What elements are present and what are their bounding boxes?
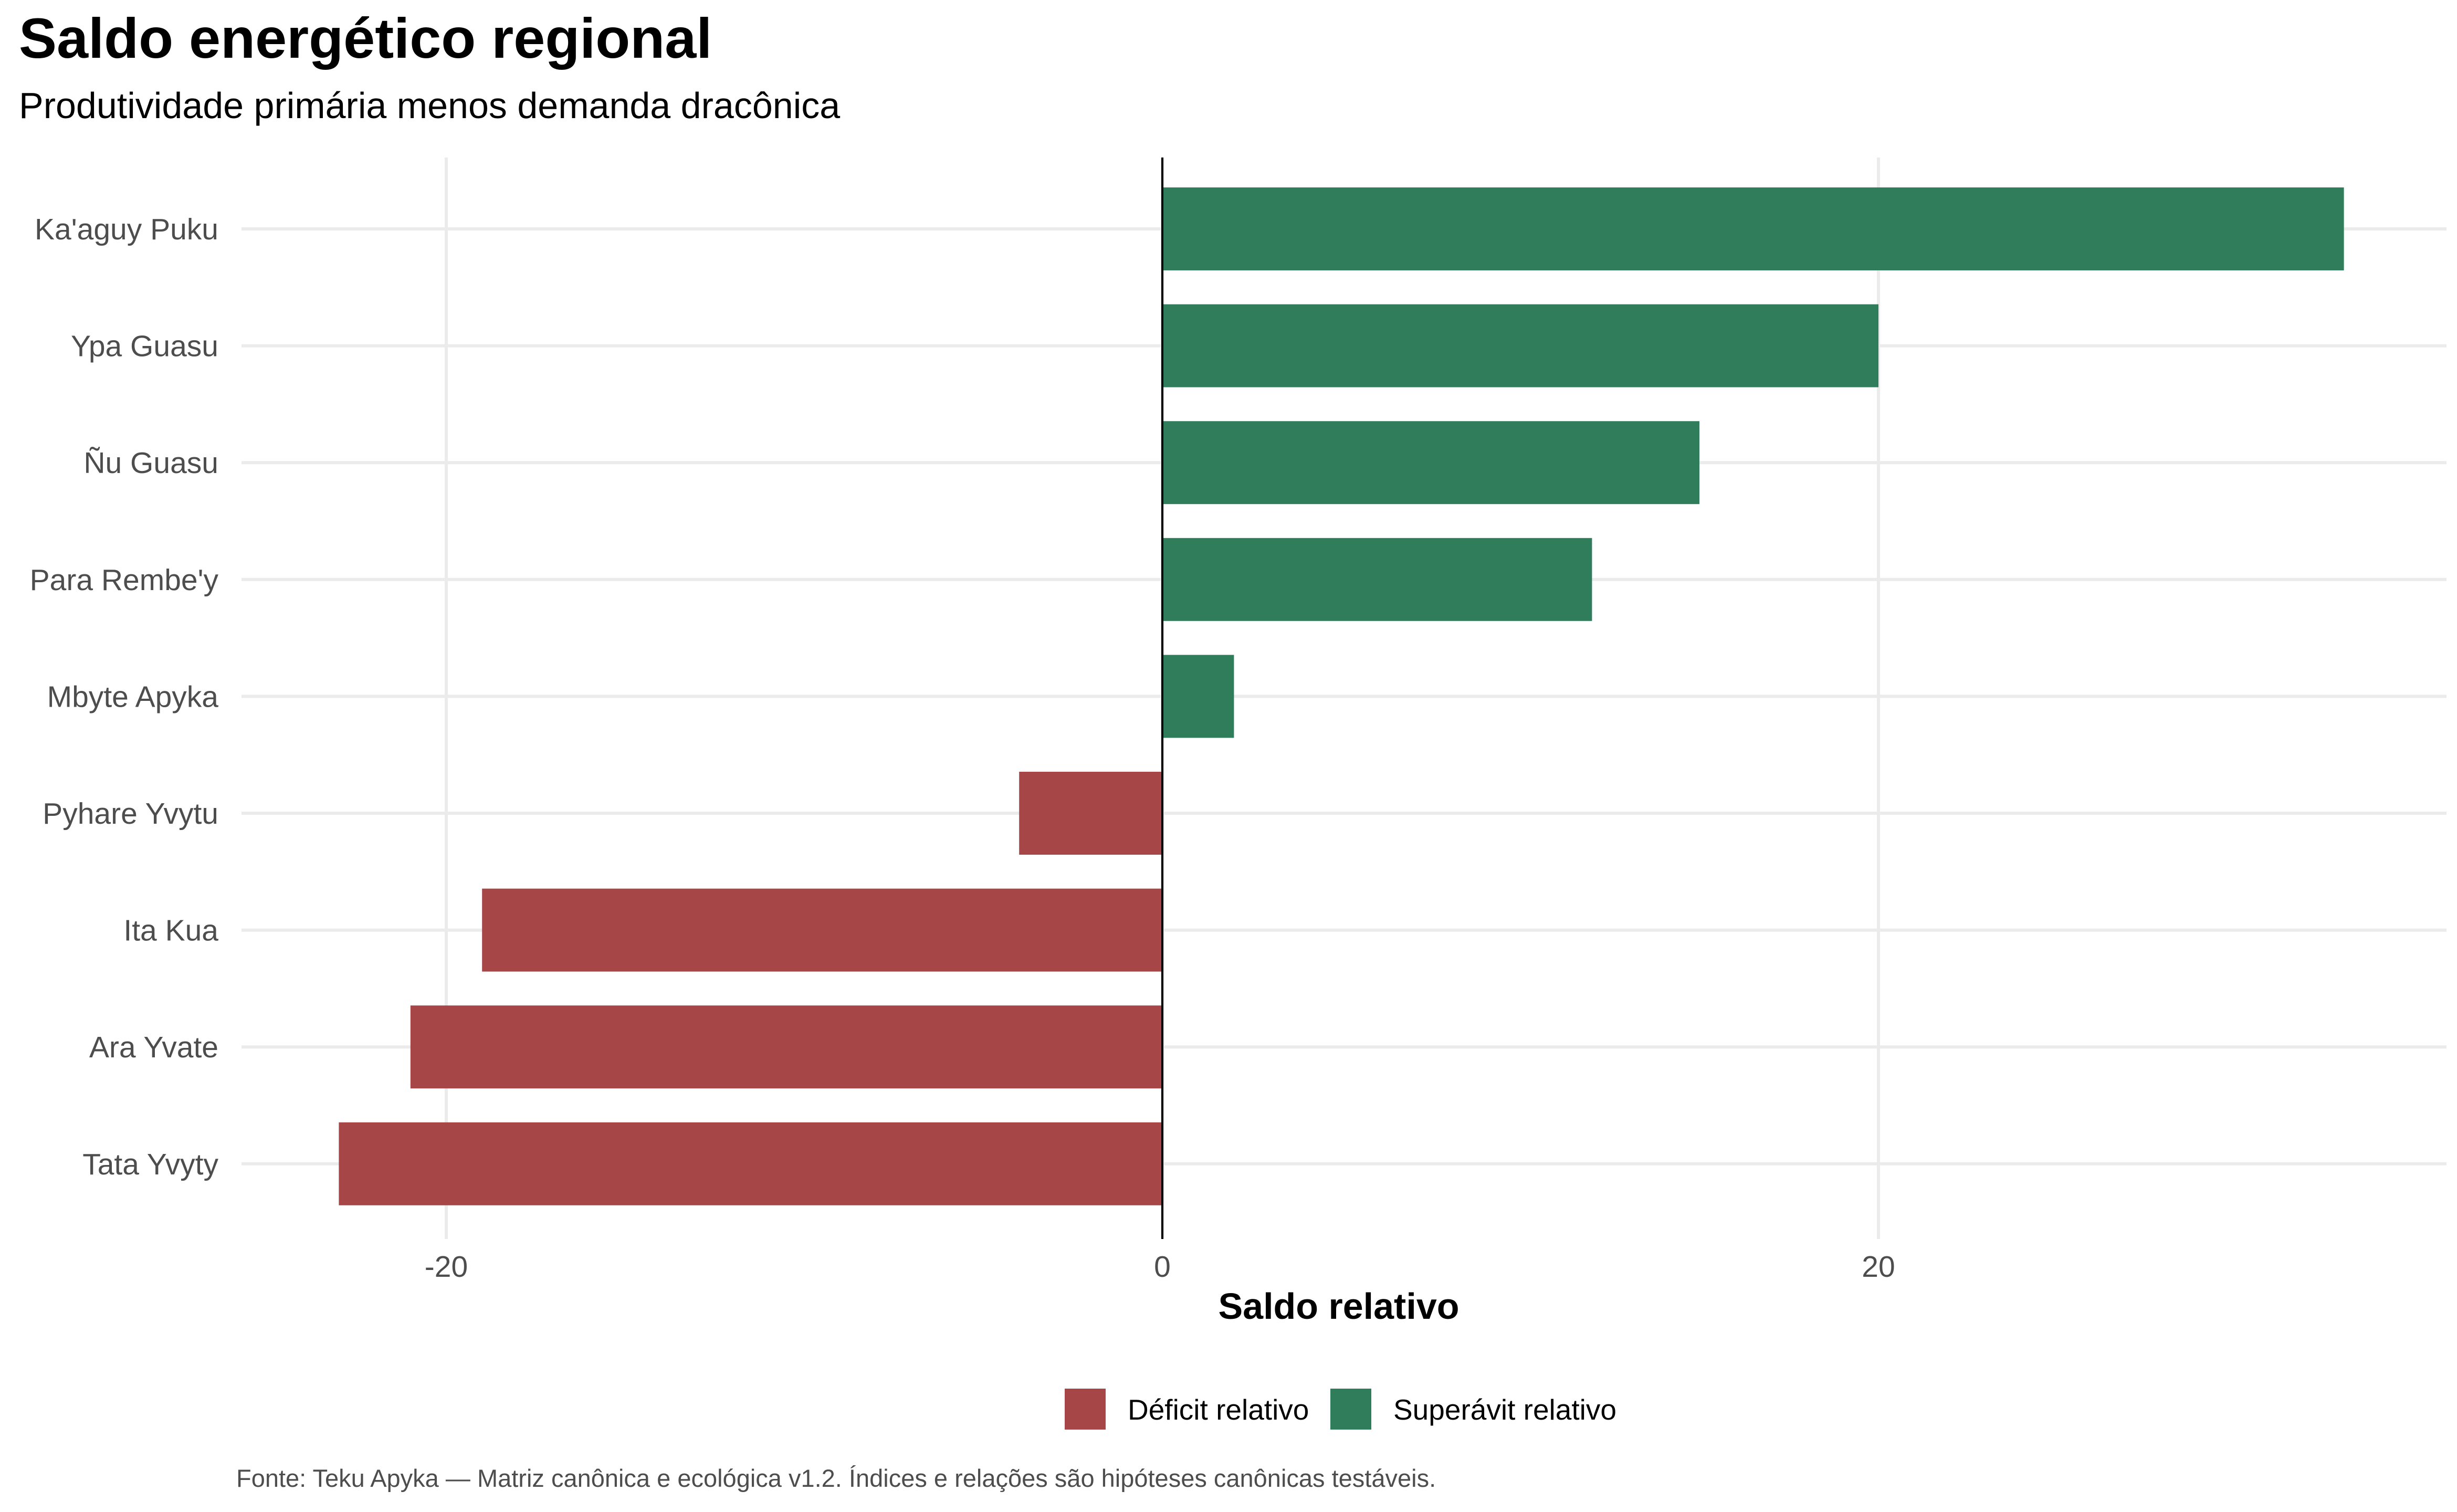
x-tick-label: -20: [425, 1250, 468, 1284]
y-tick-label: Ita Kua: [123, 914, 218, 948]
legend: Déficit relativo Superávit relativo: [1065, 1389, 1616, 1430]
bar: [482, 888, 1163, 972]
x-axis-label: Saldo relativo: [1218, 1286, 1459, 1327]
bar: [1162, 538, 1592, 621]
y-tick-label: Mbyte Apyka: [47, 680, 219, 713]
y-tick-label: Tata Yvyty: [82, 1148, 218, 1181]
bar: [1162, 304, 1878, 387]
bar: [1162, 421, 1699, 505]
bar: [1162, 655, 1234, 738]
legend-key: [1330, 1389, 1371, 1430]
y-tick-label: Para Rembe'y: [30, 563, 219, 597]
bar: [339, 1122, 1162, 1205]
chart-title: Saldo energético regional: [19, 6, 712, 70]
y-tick-labels: Ka'aguy Puku Ypa Guasu Ñu Guasu Para Rembe'…: [30, 213, 219, 1181]
y-tick-label: Ka'aguy Puku: [35, 213, 218, 246]
chart-caption: Fonte: Teku Apyka — Matriz canônica e ec…: [236, 1464, 1436, 1492]
legend-label: Superávit relativo: [1393, 1393, 1616, 1426]
y-tick-label: Ñu Guasu: [83, 446, 218, 480]
y-tick-label: Ypa Guasu: [71, 330, 218, 363]
bar: [410, 1005, 1162, 1089]
bar: [1019, 772, 1162, 855]
bars: [339, 187, 2344, 1205]
x-tick-label: 0: [1154, 1250, 1171, 1284]
bar: [1162, 187, 2344, 270]
y-tick-label: Pyhare Yvytu: [43, 797, 218, 831]
y-tick-label: Ara Yvate: [89, 1031, 218, 1064]
chart-subtitle: Produtividade primária menos demanda dra…: [19, 85, 840, 126]
legend-label: Déficit relativo: [1128, 1393, 1309, 1426]
x-tick-labels: -20 0 20: [425, 1250, 1895, 1284]
legend-key: [1065, 1389, 1106, 1430]
x-tick-label: 20: [1862, 1250, 1895, 1284]
